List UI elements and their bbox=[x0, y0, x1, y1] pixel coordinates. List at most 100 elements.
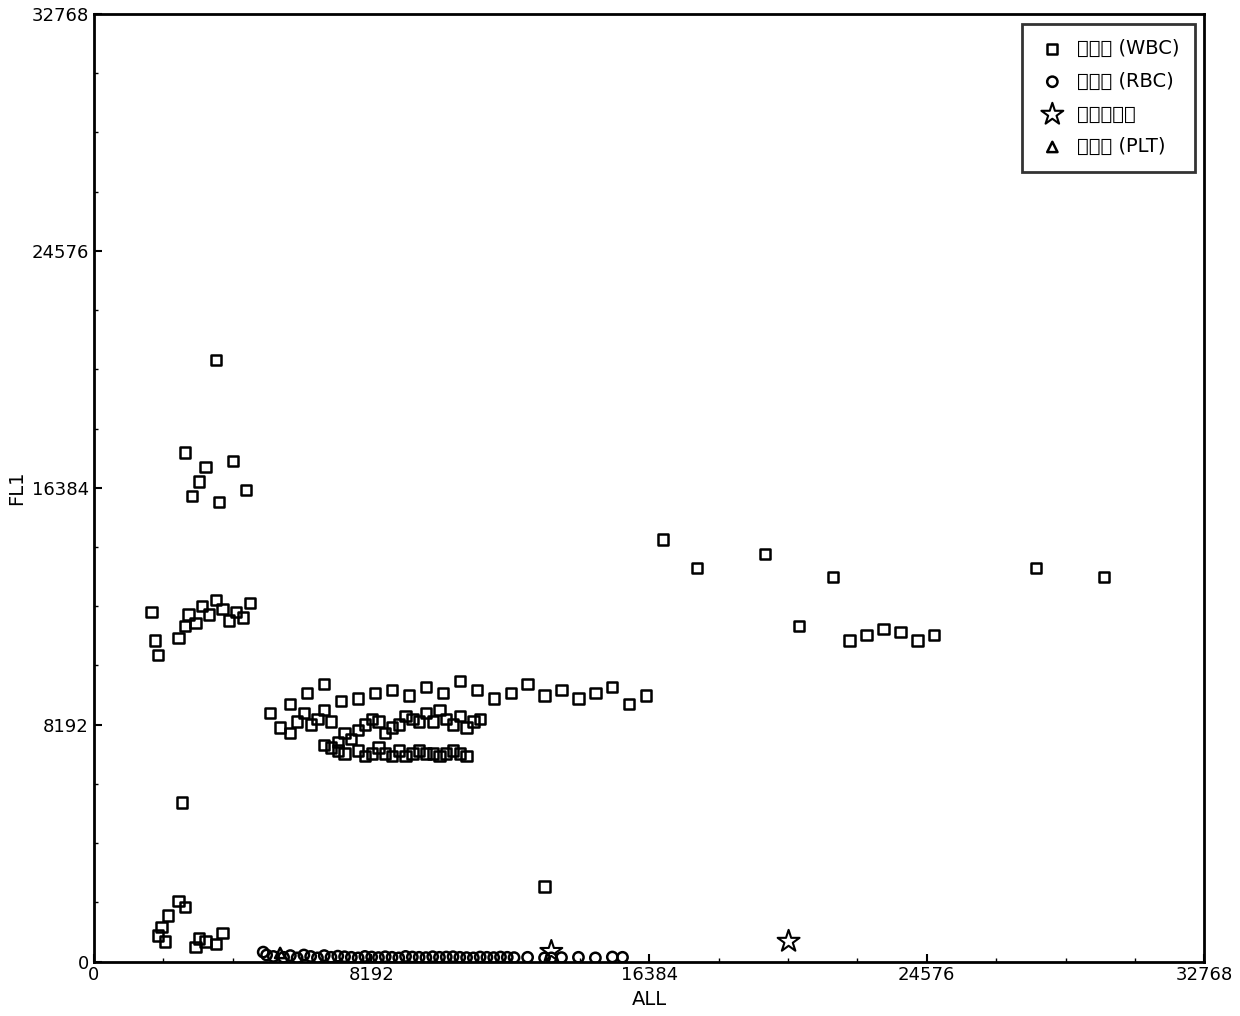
白细胞 (WBC) bbox=[327, 734, 347, 750]
白细胞 (WBC) bbox=[433, 685, 453, 701]
白细胞 (WBC) bbox=[355, 748, 374, 764]
白细胞 (WBC) bbox=[182, 488, 202, 504]
白细胞 (WBC) bbox=[653, 531, 673, 548]
白细胞 (WBC) bbox=[603, 679, 622, 695]
红细胞 (RBC) bbox=[327, 948, 347, 964]
红细胞 (RBC) bbox=[355, 948, 374, 964]
白细胞 (WBC) bbox=[159, 907, 179, 924]
非细胞事件 bbox=[779, 934, 799, 950]
白细胞 (WBC) bbox=[155, 934, 175, 950]
白细胞 (WBC) bbox=[925, 627, 945, 643]
白细胞 (WBC) bbox=[376, 725, 396, 742]
白细胞 (WBC) bbox=[335, 746, 355, 762]
红细胞 (RBC) bbox=[382, 949, 402, 965]
红细胞 (RBC) bbox=[568, 949, 588, 965]
白细胞 (WBC) bbox=[196, 459, 216, 475]
白细胞 (WBC) bbox=[443, 743, 463, 759]
白细胞 (WBC) bbox=[368, 713, 388, 729]
红细胞 (RBC) bbox=[484, 950, 503, 966]
白细胞 (WBC) bbox=[409, 743, 429, 759]
白细胞 (WBC) bbox=[423, 746, 443, 762]
白细胞 (WBC) bbox=[823, 569, 843, 585]
红细胞 (RBC) bbox=[423, 949, 443, 965]
红细胞 (RBC) bbox=[396, 948, 415, 964]
白细胞 (WBC) bbox=[335, 725, 355, 742]
红细胞 (RBC) bbox=[335, 949, 355, 965]
红细胞 (RBC) bbox=[403, 949, 423, 965]
红细胞 (RBC) bbox=[263, 948, 283, 964]
白细胞 (WBC) bbox=[186, 615, 206, 631]
白细胞 (WBC) bbox=[456, 748, 476, 764]
白细胞 (WBC) bbox=[464, 713, 484, 729]
白细胞 (WBC) bbox=[212, 600, 232, 617]
白细胞 (WBC) bbox=[298, 685, 317, 701]
白细胞 (WBC) bbox=[200, 607, 219, 623]
红细胞 (RBC) bbox=[253, 944, 273, 960]
红细胞 (RBC) bbox=[348, 950, 368, 966]
白细胞 (WBC) bbox=[188, 931, 208, 947]
白细胞 (WBC) bbox=[206, 352, 226, 368]
红细胞 (RBC) bbox=[505, 950, 525, 966]
白细胞 (WBC) bbox=[389, 716, 409, 733]
白细胞 (WBC) bbox=[368, 740, 388, 756]
白细胞 (WBC) bbox=[226, 604, 246, 620]
白细胞 (WBC) bbox=[443, 716, 463, 733]
红细胞 (RBC) bbox=[436, 949, 456, 965]
红细胞 (RBC) bbox=[477, 949, 497, 965]
白细胞 (WBC) bbox=[212, 925, 232, 941]
白细胞 (WBC) bbox=[149, 647, 169, 663]
白细胞 (WBC) bbox=[223, 453, 243, 469]
白细胞 (WBC) bbox=[260, 705, 280, 721]
红细胞 (RBC) bbox=[470, 949, 490, 965]
红细胞 (RBC) bbox=[585, 950, 605, 966]
红细胞 (RBC) bbox=[542, 950, 562, 966]
白细胞 (WBC) bbox=[429, 702, 449, 718]
红细胞 (RBC) bbox=[362, 949, 382, 965]
白细胞 (WBC) bbox=[355, 716, 374, 733]
白细胞 (WBC) bbox=[687, 560, 707, 576]
白细胞 (WBC) bbox=[188, 473, 208, 490]
红细胞 (RBC) bbox=[603, 949, 622, 965]
白细胞 (WBC) bbox=[382, 682, 402, 698]
白细胞 (WBC) bbox=[169, 630, 188, 646]
红细胞 (RBC) bbox=[429, 949, 449, 965]
红细胞 (RBC) bbox=[321, 949, 341, 965]
白细胞 (WBC) bbox=[186, 939, 206, 955]
白细胞 (WBC) bbox=[314, 702, 334, 718]
红细胞 (RBC) bbox=[301, 948, 321, 964]
白细胞 (WBC) bbox=[314, 676, 334, 692]
白细胞 (WBC) bbox=[450, 708, 470, 724]
白细胞 (WBC) bbox=[456, 719, 476, 736]
白细胞 (WBC) bbox=[321, 713, 341, 729]
红细胞 (RBC) bbox=[314, 948, 334, 964]
X-axis label: ALL: ALL bbox=[631, 990, 667, 1009]
白细胞 (WBC) bbox=[396, 708, 415, 724]
白细胞 (WBC) bbox=[890, 624, 910, 640]
红细胞 (RBC) bbox=[376, 949, 396, 965]
白细胞 (WBC) bbox=[619, 696, 639, 712]
红细胞 (RBC) bbox=[257, 947, 277, 963]
白细胞 (WBC) bbox=[239, 595, 259, 612]
红细胞 (RBC) bbox=[456, 950, 476, 966]
Y-axis label: FL1: FL1 bbox=[7, 470, 26, 505]
白细胞 (WBC) bbox=[172, 795, 192, 811]
红细胞 (RBC) bbox=[497, 949, 517, 965]
白细胞 (WBC) bbox=[308, 710, 327, 726]
血小板 (PLT) bbox=[270, 945, 290, 961]
白细胞 (WBC) bbox=[450, 746, 470, 762]
红细胞 (RBC) bbox=[288, 950, 308, 966]
红细胞 (RBC) bbox=[415, 950, 435, 966]
红细胞 (RBC) bbox=[409, 949, 429, 965]
白细胞 (WBC) bbox=[175, 444, 195, 460]
白细胞 (WBC) bbox=[141, 604, 161, 620]
红细胞 (RBC) bbox=[517, 949, 537, 965]
白细胞 (WBC) bbox=[280, 696, 300, 712]
白细胞 (WBC) bbox=[501, 685, 521, 701]
白细胞 (WBC) bbox=[466, 682, 486, 698]
白细胞 (WBC) bbox=[429, 748, 449, 764]
白细胞 (WBC) bbox=[175, 618, 195, 634]
红细胞 (RBC) bbox=[280, 948, 300, 964]
白细胞 (WBC) bbox=[314, 737, 334, 753]
白细胞 (WBC) bbox=[348, 690, 368, 706]
白细胞 (WBC) bbox=[389, 743, 409, 759]
